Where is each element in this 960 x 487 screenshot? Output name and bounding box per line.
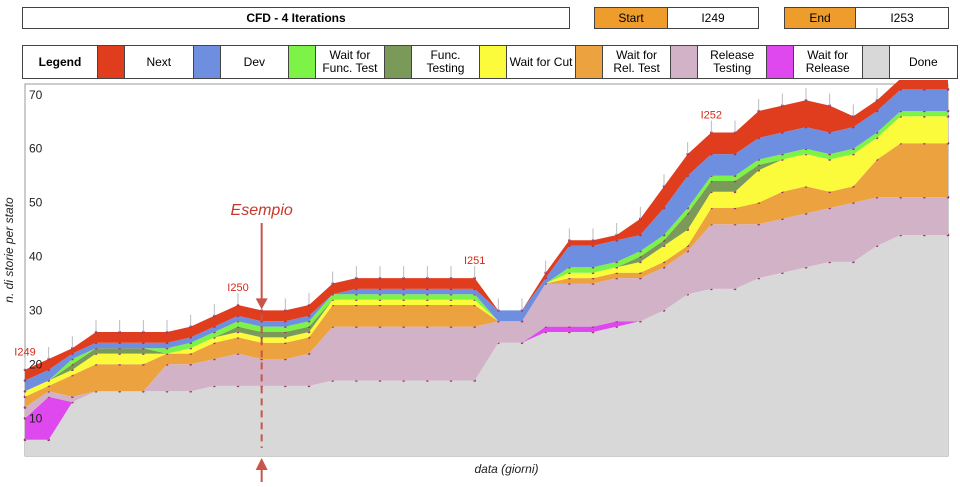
legend-item: Wait for Release xyxy=(766,46,863,78)
legend-swatch xyxy=(193,46,221,78)
end-value: I253 xyxy=(890,11,914,25)
data-point xyxy=(378,276,382,280)
legend-swatch xyxy=(671,46,699,78)
series-area xyxy=(25,197,948,419)
y-tick-label: 10 xyxy=(29,411,43,425)
data-point xyxy=(710,131,713,134)
y-tick-label: 60 xyxy=(29,142,43,156)
start-label: Start xyxy=(618,11,644,25)
legend-heading: Legend xyxy=(23,46,98,78)
legend-swatch xyxy=(480,46,508,78)
legend: Legend Next Dev Wait for Func. Test Func. T… xyxy=(22,45,958,79)
data-point xyxy=(189,325,192,328)
legend-label: Dev xyxy=(243,54,266,69)
y-tick-label: 50 xyxy=(29,196,43,210)
cfd-chart: 10 20 30 40 50 60 70 data (giorni) n. di storie … xyxy=(2,80,950,482)
data-point xyxy=(331,282,334,285)
data-point xyxy=(875,98,879,102)
legend-swatch xyxy=(384,46,412,78)
start-value: I249 xyxy=(701,11,725,25)
data-point xyxy=(449,276,453,280)
y-axis-title: n. di storie per stato xyxy=(2,197,16,303)
data-point xyxy=(355,276,358,280)
data-point xyxy=(426,276,429,280)
data-point xyxy=(757,109,760,113)
y-tick-label: 40 xyxy=(29,250,43,264)
series-area xyxy=(25,143,948,408)
end-label: End xyxy=(809,11,831,25)
legend-item: Wait for Rel. Test xyxy=(575,46,672,78)
legend-item: Wait for Func. Test xyxy=(289,46,385,78)
legend-swatch xyxy=(289,46,317,78)
legend-swatch xyxy=(575,46,603,78)
data-point xyxy=(47,357,50,361)
chart-title: CFD - 4 Iterations xyxy=(246,11,346,25)
legend-label: Wait for Rel. Test xyxy=(613,48,660,75)
legend-item: Wait for Cut xyxy=(480,46,576,78)
legend-label: Wait for Release xyxy=(805,48,850,75)
end-value-box: I253 xyxy=(855,7,949,29)
data-point xyxy=(781,104,784,107)
annotation-label: Esempio xyxy=(231,202,293,219)
legend-item: Dev xyxy=(193,46,290,78)
iteration-marker-label: I251 xyxy=(464,255,485,267)
legend-label: Next xyxy=(146,54,172,69)
legend-label: Release Testing xyxy=(710,48,755,75)
annotation-arrowhead xyxy=(255,298,268,310)
legend-swatch xyxy=(766,46,794,78)
data-point xyxy=(733,131,737,134)
series-area xyxy=(25,116,948,392)
legend-item: Next xyxy=(98,46,194,78)
legend-label: Done xyxy=(908,54,938,69)
end-label-box: End xyxy=(784,7,856,29)
legend-swatch xyxy=(98,46,125,78)
chart-title-box: CFD - 4 Iterations xyxy=(22,7,570,29)
y-tick-label: 70 xyxy=(29,88,43,102)
iteration-marker-label: I250 xyxy=(227,282,248,294)
legend-item: Done xyxy=(862,46,958,78)
legend-item: Func. Testing xyxy=(384,46,481,78)
start-value-box: I249 xyxy=(667,7,759,29)
data-point xyxy=(804,98,808,102)
data-point xyxy=(402,276,405,280)
annotation-bottom-arrowhead xyxy=(255,458,268,470)
legend-label: Wait for Func. Test xyxy=(322,48,378,75)
legend-item: Release Testing xyxy=(671,46,767,78)
y-tick-label: 30 xyxy=(29,303,43,317)
iteration-marker-label: I249 xyxy=(14,347,35,359)
data-point xyxy=(71,346,74,350)
data-point xyxy=(473,276,476,280)
legend-swatch xyxy=(862,46,890,78)
data-point xyxy=(828,104,831,107)
series-area xyxy=(25,235,948,456)
legend-label: Func. Testing xyxy=(426,48,465,75)
y-tick-label: 20 xyxy=(29,357,43,371)
iteration-marker-label: I252 xyxy=(701,110,722,122)
start-label-box: Start xyxy=(594,7,668,29)
x-axis-title: data (giorni) xyxy=(474,462,538,476)
legend-label: Wait for Cut xyxy=(509,54,573,69)
series-area xyxy=(25,89,948,392)
